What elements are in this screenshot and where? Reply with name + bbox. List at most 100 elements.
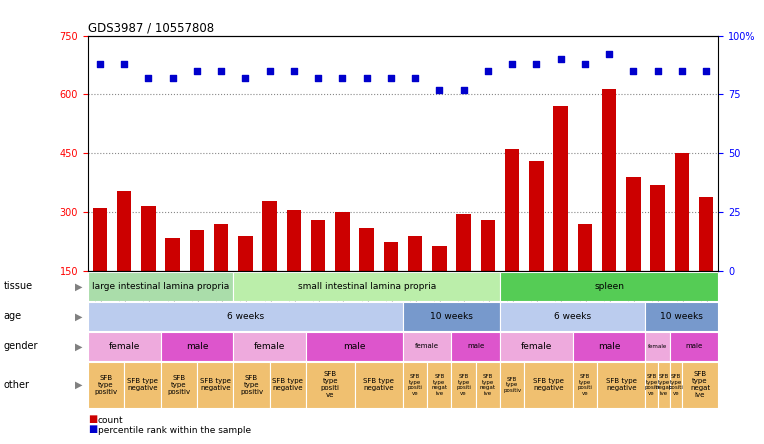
Bar (681, 362, 718, 408)
Text: SFB type
negative: SFB type negative (273, 378, 303, 392)
Text: large intestinal lamina propria: large intestinal lamina propria (92, 282, 229, 291)
Text: ■: ■ (88, 424, 97, 434)
Bar (646, 332, 670, 361)
Bar (233, 332, 306, 361)
Bar (626, 177, 640, 271)
Bar (197, 362, 233, 408)
Bar (88, 302, 403, 331)
Text: percentile rank within the sample: percentile rank within the sample (98, 426, 251, 435)
Bar (125, 362, 160, 408)
Text: SFB
type
positiv: SFB type positiv (167, 375, 190, 395)
Bar (306, 332, 403, 361)
Bar (670, 332, 718, 361)
Bar (306, 362, 354, 408)
Bar (481, 220, 495, 271)
Bar (92, 208, 107, 271)
Bar (597, 362, 646, 408)
Point (239, 75, 251, 82)
Bar (476, 362, 500, 408)
Bar (359, 228, 374, 271)
Bar (675, 154, 689, 271)
Bar (573, 332, 646, 361)
Text: ■: ■ (88, 414, 97, 424)
Bar (88, 362, 125, 408)
Text: SFB
type
negat
ive: SFB type negat ive (690, 371, 710, 398)
Text: male: male (597, 342, 620, 351)
Text: SFB type
negative: SFB type negative (199, 378, 231, 392)
Bar (270, 362, 306, 408)
Text: SFB
type
positi
ve: SFB type positi ve (578, 374, 592, 396)
Text: male: male (685, 343, 703, 349)
Point (264, 67, 276, 75)
Text: SFB
type
positiv: SFB type positiv (503, 377, 521, 393)
Text: gender: gender (4, 341, 38, 351)
Bar (141, 206, 156, 271)
Bar (384, 242, 398, 271)
Point (578, 60, 591, 67)
Point (555, 56, 567, 63)
Text: SFB type
negative: SFB type negative (533, 378, 564, 392)
Text: other: other (4, 380, 30, 390)
Bar (524, 362, 573, 408)
Text: 10 weeks: 10 weeks (430, 312, 473, 321)
Bar (160, 362, 197, 408)
Bar (602, 88, 617, 271)
Bar (286, 210, 301, 271)
Point (433, 86, 445, 93)
Bar (262, 201, 277, 271)
Text: spleen: spleen (594, 282, 624, 291)
Point (94, 60, 106, 67)
Text: male: male (343, 342, 366, 351)
Bar (166, 238, 180, 271)
Text: female: female (254, 342, 286, 351)
Point (482, 67, 494, 75)
Text: SFB
type
positi
ve: SFB type positi ve (456, 374, 471, 396)
Point (288, 67, 300, 75)
Bar (403, 302, 500, 331)
Text: ▶: ▶ (75, 341, 83, 351)
Point (409, 75, 421, 82)
Point (118, 60, 131, 67)
Bar (311, 220, 325, 271)
Bar (452, 362, 476, 408)
Bar (432, 246, 447, 271)
Point (603, 51, 615, 58)
Bar (500, 302, 646, 331)
Bar (233, 272, 500, 301)
Text: female: female (108, 342, 140, 351)
Bar (500, 362, 524, 408)
Bar (88, 272, 233, 301)
Text: SFB
type
positiv: SFB type positiv (95, 375, 118, 395)
Bar (88, 332, 160, 361)
Text: 6 weeks: 6 weeks (554, 312, 591, 321)
Bar (529, 161, 544, 271)
Text: GDS3987 / 10557808: GDS3987 / 10557808 (88, 21, 214, 34)
Bar (646, 302, 718, 331)
Bar (658, 362, 670, 408)
Bar (573, 362, 597, 408)
Point (675, 67, 688, 75)
Bar (214, 224, 228, 271)
Point (506, 60, 518, 67)
Text: ▶: ▶ (75, 281, 83, 291)
Text: SFB
type
negat
ive: SFB type negat ive (480, 374, 496, 396)
Text: SFB type
negative: SFB type negative (364, 378, 394, 392)
Text: SFB
type
positiv: SFB type positiv (240, 375, 263, 395)
Bar (408, 236, 422, 271)
Bar (505, 150, 520, 271)
Bar (238, 236, 253, 271)
Text: female: female (648, 344, 667, 349)
Bar (189, 230, 204, 271)
Point (627, 67, 639, 75)
Point (652, 67, 664, 75)
Point (215, 67, 228, 75)
Point (191, 67, 203, 75)
Bar (456, 214, 471, 271)
Bar (403, 332, 452, 361)
Point (142, 75, 154, 82)
Point (336, 75, 348, 82)
Bar (452, 332, 500, 361)
Text: female: female (416, 343, 439, 349)
Text: SFB
type
positi
ve: SFB type positi ve (668, 374, 683, 396)
Text: SFB
type
positi
ve: SFB type positi ve (321, 371, 340, 398)
